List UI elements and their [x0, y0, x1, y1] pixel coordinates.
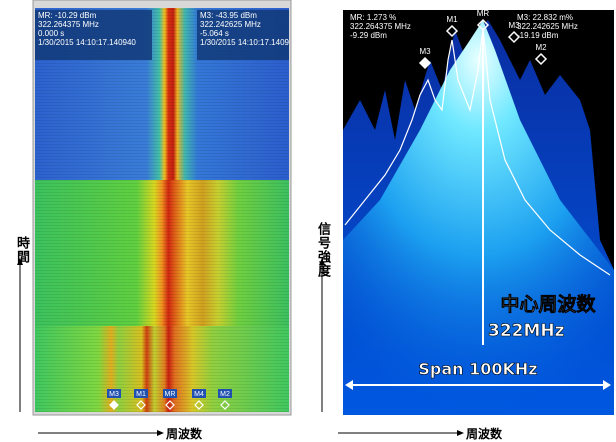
marker-label: MR [165, 391, 176, 398]
readout-line: -9.29 dBm [350, 31, 387, 40]
y-axis-label: 信号強度 [313, 222, 332, 278]
page: MR: -10.29 dBm322.264375 MHz0.000 s1/30/… [0, 0, 616, 441]
readout-line: MR: 1.273 % [350, 13, 396, 22]
readout-line: -19.19 dBm [517, 31, 559, 40]
marker-label: M2 [220, 391, 230, 398]
readout-line: M3: 22.832 m% [517, 13, 573, 22]
overlay-label: Span 100KHz [418, 360, 537, 379]
readout-line: 1/30/2015 14:10:17.140940 [38, 38, 136, 47]
marker-label: M3 [109, 391, 119, 398]
x-axis-label: 周波数 [166, 425, 202, 442]
marker-label: MR [477, 9, 490, 18]
readout-line: -5.064 s [200, 29, 229, 38]
marker-label: M1 [446, 15, 458, 24]
overlay-label: 322MHz [488, 321, 565, 341]
readout-line: 0.000 s [38, 29, 64, 38]
readout-line: 322.242625 MHz [200, 20, 261, 29]
marker-label: M3 [508, 21, 520, 30]
marker-label: M4 [194, 391, 204, 398]
readout-line: MR: -10.29 dBm [38, 11, 97, 20]
marker-label: M2 [535, 43, 547, 52]
screenshot: MR: -10.29 dBm322.264375 MHz0.000 s1/30/… [0, 0, 616, 441]
marker-label: M1 [136, 391, 146, 398]
overlay-label: 中心周波数 [500, 293, 596, 316]
readout-line: 322.264375 MHz [38, 20, 99, 29]
readout-line: 1/30/2015 14:10:17.1409 [200, 38, 290, 47]
readout-line: 322.242625 MHz [517, 22, 578, 31]
marker-label: M3 [419, 47, 431, 56]
y-axis-label: 時間 [12, 236, 31, 264]
arrowhead [157, 430, 164, 436]
arrowhead [457, 430, 464, 436]
x-axis-label: 周波数 [466, 425, 502, 442]
texture [35, 8, 289, 412]
readout-line: M3: -43.95 dBm [200, 11, 257, 20]
readout-line: 322.264375 MHz [350, 22, 411, 31]
